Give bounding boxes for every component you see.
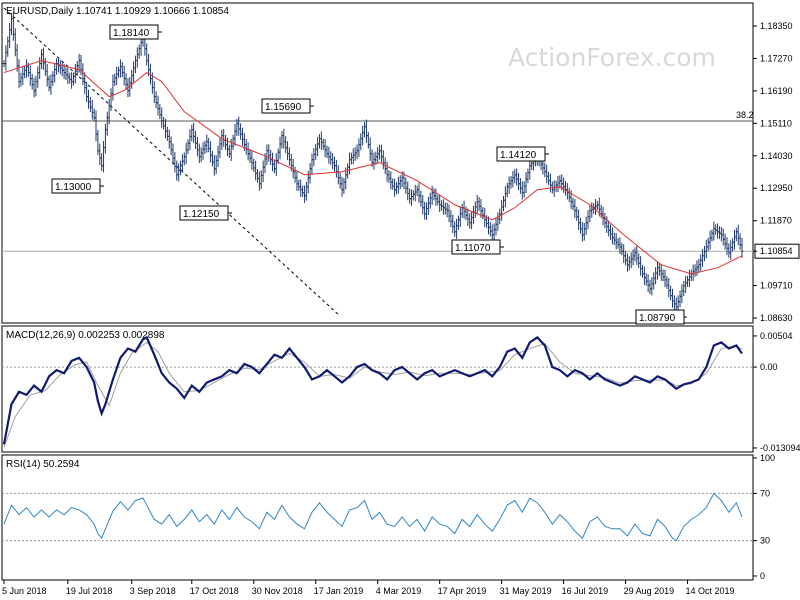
y-tick-label: 70 bbox=[760, 488, 770, 498]
moving-average-line bbox=[3, 60, 743, 275]
annotation-box bbox=[51, 178, 101, 194]
rsi-y-axis: 100 70 30 0 bbox=[753, 453, 775, 581]
price-reference-lines bbox=[2, 120, 753, 252]
annotation-box bbox=[496, 146, 546, 162]
price-y-axis: 1.18350 1.17270 1.16190 1.15110 1.14030 1.129… bbox=[753, 21, 800, 323]
y-tick-label: 1.11870 bbox=[760, 216, 792, 226]
x-tick-label: 17 Jan 2019 bbox=[314, 586, 364, 596]
rsi-line bbox=[3, 492, 743, 542]
macd-main-line bbox=[2, 335, 743, 445]
price-annotations: 1.18140 1.13000 1.15690 1.12150 1.14120 1.110… bbox=[51, 24, 687, 325]
price-panel-title: EURUSD,Daily 1.10741 1.10929 1.10666 1.1… bbox=[6, 6, 229, 17]
x-tick-label: 16 Jul 2019 bbox=[562, 586, 609, 596]
x-tick-label: 5 Jun 2018 bbox=[2, 586, 47, 596]
y-tick-label: -0.013094 bbox=[760, 443, 800, 453]
y-tick-label: 0.00504 bbox=[760, 331, 793, 341]
macd-panel-frame bbox=[1, 325, 754, 453]
annotation-box bbox=[635, 309, 685, 325]
annotation-label: 1.14120 bbox=[500, 150, 537, 161]
x-tick-label: 17 Oct 2018 bbox=[190, 586, 239, 596]
x-tick-label: 29 Aug 2019 bbox=[624, 586, 675, 596]
y-tick-label: 1.12950 bbox=[760, 183, 793, 193]
x-tick-label: 30 Nov 2018 bbox=[252, 586, 303, 596]
x-tick-label: 31 May 2019 bbox=[500, 586, 552, 596]
y-tick-label: 1.16190 bbox=[760, 86, 793, 96]
x-tick-label: 4 Mar 2019 bbox=[376, 586, 422, 596]
y-tick-label: 1.15110 bbox=[760, 118, 792, 128]
x-tick-label: 19 Jul 2018 bbox=[66, 586, 113, 596]
macd-y-axis: 0.00504 0.00 -0.013094 bbox=[753, 331, 800, 453]
y-tick-label: 1.09710 bbox=[760, 281, 793, 291]
annotation-box bbox=[109, 24, 159, 40]
annotation-label: 1.15690 bbox=[265, 102, 302, 113]
macd-signal-line bbox=[3, 341, 743, 448]
fib-level-label: 38.2 bbox=[736, 110, 754, 120]
annotation-box bbox=[261, 98, 311, 114]
y-tick-label: 1.10854 bbox=[760, 246, 793, 256]
watermark: ActionForex.com bbox=[508, 43, 716, 72]
y-tick-label: 0.00 bbox=[760, 362, 778, 372]
annotation-box bbox=[179, 205, 229, 221]
annotation-label: 1.12150 bbox=[183, 209, 220, 220]
y-tick-label: 1.08630 bbox=[760, 313, 793, 323]
y-tick-label: 1.17270 bbox=[760, 53, 793, 63]
y-tick-label: 100 bbox=[760, 453, 775, 463]
y-tick-label: 30 bbox=[760, 536, 770, 546]
y-tick-label: 1.14030 bbox=[760, 151, 793, 161]
macd-panel-title: MACD(12,26,9) 0.002253 0.002898 bbox=[6, 330, 165, 341]
x-tick-label: 3 Sep 2018 bbox=[130, 586, 176, 596]
annotation-label: 1.13000 bbox=[55, 182, 92, 193]
y-tick-label: 1.18350 bbox=[760, 21, 793, 31]
x-axis: 5 Jun 2018 19 Jul 2018 3 Sep 2018 17 Oct 20… bbox=[2, 580, 735, 596]
rsi-panel-title: RSI(14) 50.2594 bbox=[6, 459, 80, 470]
annotation-label: 1.08790 bbox=[639, 313, 676, 324]
annotation-label: 1.11070 bbox=[455, 243, 491, 254]
price-panel-frame bbox=[1, 2, 754, 324]
annotation-label: 1.18140 bbox=[113, 28, 150, 39]
y-tick-label: 0 bbox=[760, 571, 765, 581]
x-tick-label: 17 Apr 2019 bbox=[438, 586, 487, 596]
x-tick-label: 14 Oct 2019 bbox=[686, 586, 735, 596]
annotation-box bbox=[451, 239, 501, 255]
price-bars bbox=[2, 12, 744, 314]
